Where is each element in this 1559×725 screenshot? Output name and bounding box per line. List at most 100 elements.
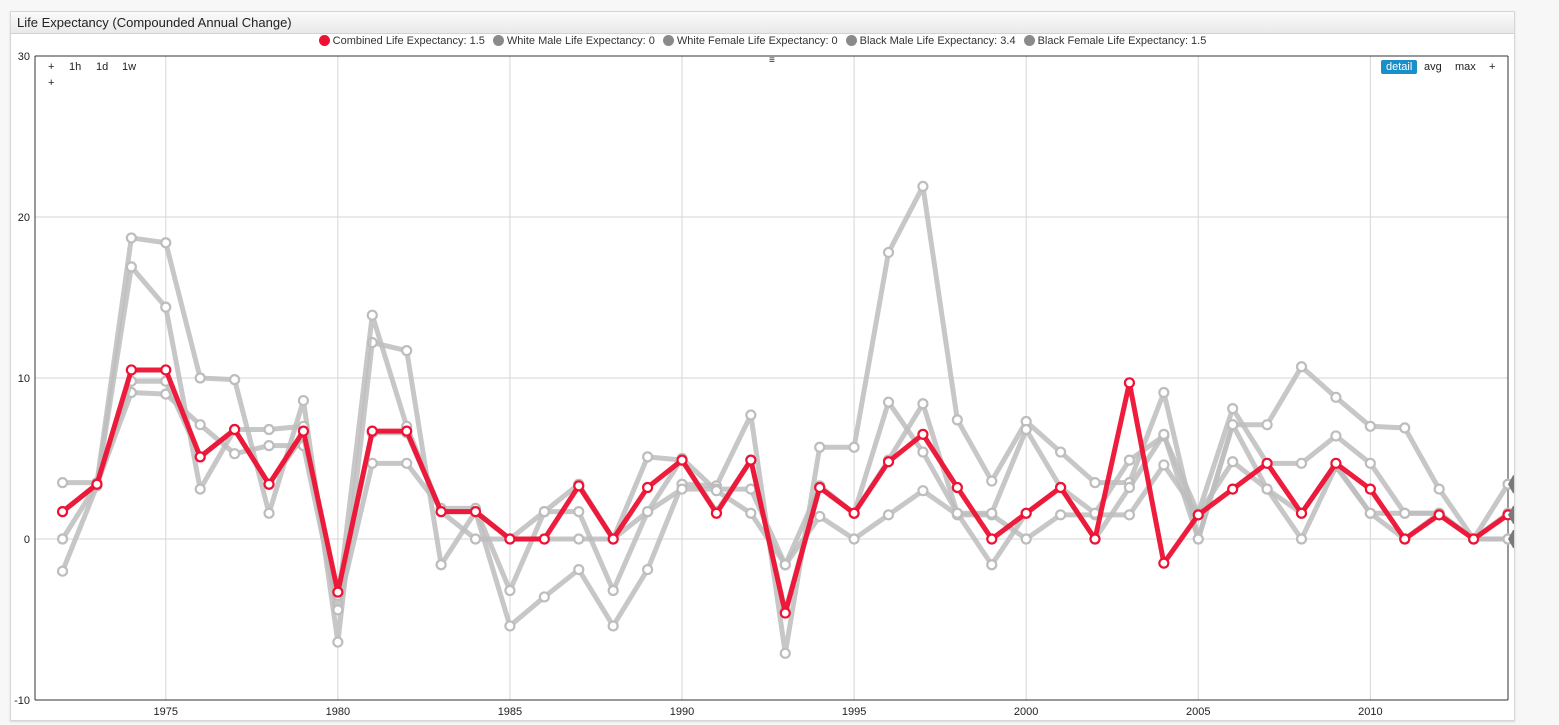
legend-label: Black Male Life Expectancy: 3.4 <box>859 35 1016 48</box>
data-point <box>951 414 963 426</box>
series-line <box>60 264 1508 606</box>
legend-item[interactable]: Black Male Life Expectancy: 3.4 <box>845 35 1016 48</box>
zoom-in-right-button[interactable]: + <box>1489 61 1496 73</box>
data-point <box>401 457 413 469</box>
data-point <box>1123 509 1136 521</box>
data-point <box>951 481 963 494</box>
data-point <box>1433 509 1445 521</box>
range-1h-button[interactable]: 1h <box>69 61 82 73</box>
data-point <box>917 398 929 410</box>
data-point <box>1467 533 1480 545</box>
data-point <box>194 419 206 431</box>
data-point <box>1295 457 1308 469</box>
avg-button[interactable]: avg <box>1424 61 1442 73</box>
data-point <box>1123 481 1136 494</box>
data-point <box>366 457 378 469</box>
x-tick-label: 2005 <box>1186 706 1210 718</box>
data-point <box>779 607 791 619</box>
data-point <box>435 559 447 571</box>
menu-icon[interactable]: ≡ <box>769 55 775 66</box>
chart-panel: Life Expectancy (Compounded Annual Chang… <box>10 11 1515 721</box>
data-point <box>263 423 275 436</box>
series-line <box>60 367 1510 616</box>
legend-swatch <box>845 35 857 47</box>
zoom-in-button[interactable]: + <box>48 61 55 73</box>
data-point <box>1227 483 1239 495</box>
panel-title: Life Expectancy (Compounded Annual Chang… <box>17 15 292 30</box>
data-point <box>745 507 757 519</box>
data-point <box>1054 509 1067 521</box>
data-point <box>401 345 413 357</box>
data-point <box>194 451 206 463</box>
data-point <box>917 446 929 458</box>
data-point <box>573 533 585 545</box>
data-point <box>745 454 757 466</box>
x-tick-label: 1975 <box>154 706 178 718</box>
data-point <box>1020 533 1032 545</box>
data-point <box>504 533 516 545</box>
panel-titlebar: Life Expectancy (Compounded Annual Chang… <box>11 12 1514 34</box>
value-badge <box>1508 505 1514 524</box>
data-point <box>917 485 929 497</box>
legend-item[interactable]: White Female Life Expectancy: 0 <box>662 35 838 47</box>
data-point <box>642 481 654 494</box>
x-tick-label: 1990 <box>670 706 694 718</box>
legend-label: Combined Life Expectancy: 1.5 <box>332 35 485 48</box>
legend-swatch <box>1023 35 1035 47</box>
data-point <box>779 647 791 659</box>
data-point <box>1123 377 1136 389</box>
data-point <box>573 506 585 518</box>
range-1d-button[interactable]: 1d <box>96 61 109 73</box>
data-point <box>848 507 860 519</box>
y-tick-label: 30 <box>18 51 30 63</box>
data-point <box>710 485 723 497</box>
y-tick-label: -10 <box>14 695 30 707</box>
legend-item[interactable]: White Male Life Expectancy: 0 <box>492 35 655 47</box>
data-point <box>848 441 860 453</box>
data-point <box>91 478 103 490</box>
data-point <box>917 180 929 193</box>
value-badge <box>1508 475 1514 494</box>
data-point <box>986 533 998 545</box>
data-point <box>1089 477 1101 489</box>
data-point <box>1158 428 1170 440</box>
data-point <box>56 565 69 577</box>
data-point <box>1054 481 1067 494</box>
data-point <box>1261 457 1273 469</box>
data-point <box>297 425 310 437</box>
legend-item[interactable]: Combined Life Expectancy: 1.5 <box>318 35 485 48</box>
max-button[interactable]: max <box>1455 61 1476 73</box>
data-point <box>745 483 757 495</box>
line-chart: 1975 1980 1985 1990 1995 2000 2005 2010 -10 0 10 20… <box>14 51 1514 718</box>
data-point <box>263 507 275 519</box>
data-point <box>607 584 619 597</box>
data-point <box>332 604 344 616</box>
data-point <box>125 364 137 376</box>
data-point <box>125 261 137 273</box>
value-badge <box>1508 530 1514 548</box>
detail-button[interactable]: detail <box>1381 60 1418 74</box>
data-point <box>160 364 172 376</box>
data-point <box>1364 420 1376 432</box>
data-point <box>469 533 482 545</box>
data-point <box>986 559 998 571</box>
data-point <box>125 232 137 244</box>
data-point <box>1399 507 1411 519</box>
y-tick-label: 10 <box>18 373 30 385</box>
data-point <box>986 475 998 487</box>
data-point <box>366 309 378 321</box>
data-point <box>917 428 929 440</box>
data-point <box>1399 422 1411 434</box>
data-point <box>1330 391 1342 403</box>
add-row-button[interactable]: + <box>48 77 55 89</box>
data-point <box>1295 533 1308 545</box>
x-tick-label: 1985 <box>498 706 522 718</box>
data-point <box>1054 446 1067 458</box>
legend-item[interactable]: Black Female Life Expectancy: 1.5 <box>1023 35 1206 47</box>
data-point <box>745 409 757 421</box>
data-point <box>573 563 585 576</box>
data-point <box>1399 533 1411 545</box>
data-point <box>229 374 241 386</box>
range-1w-button[interactable]: 1w <box>122 61 137 73</box>
data-point <box>676 454 688 466</box>
